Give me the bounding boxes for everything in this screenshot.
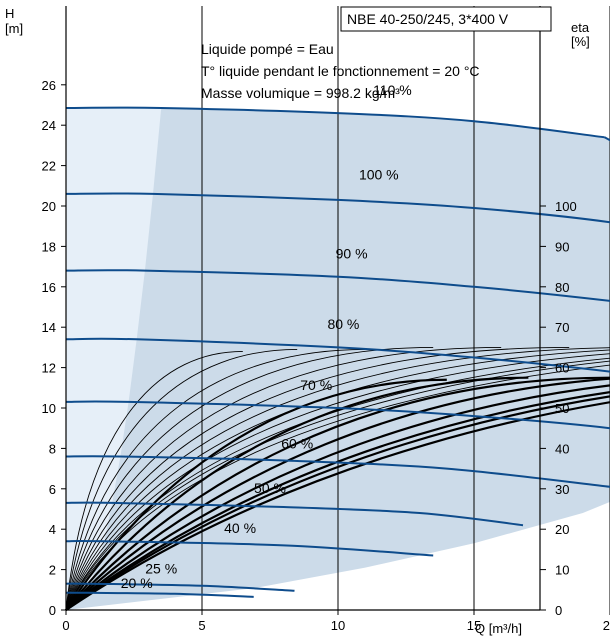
efficiency-curve — [65, 357, 610, 611]
efficiency-curve-bold — [65, 395, 610, 611]
speed-curve-label: 80 % — [327, 316, 359, 332]
y2-tick-label: 90 — [555, 239, 569, 254]
efficiency-curve-bold — [65, 378, 447, 611]
axes-group: 0246810121416182022242601020304050607080… — [42, 6, 610, 633]
y-tick-label: 12 — [42, 361, 56, 376]
y-tick-label: 8 — [49, 441, 56, 456]
annotation-density: Masse volumique = 998.2 kg/m³ — [201, 85, 400, 101]
speed-curve — [65, 400, 610, 430]
speed-curve — [65, 269, 610, 302]
efficiency-curve-bold — [65, 401, 610, 611]
y-axis-label: H — [5, 6, 14, 21]
speed-curve-label: 40 % — [224, 520, 256, 536]
y2-axis-unit: [%] — [571, 34, 590, 49]
y-tick-label: 26 — [42, 78, 56, 93]
y-axis-unit: [m] — [5, 21, 23, 36]
y-tick-label: 16 — [42, 280, 56, 295]
y-tick-label: 18 — [42, 239, 56, 254]
efficiency-curve-bold — [65, 376, 529, 611]
annotation-liquid: Liquide pompé = Eau — [201, 41, 334, 57]
efficiency-curve-bold — [65, 384, 610, 611]
y2-axis-label: eta — [571, 20, 590, 35]
efficiency-curve — [65, 348, 298, 611]
y-tick-label: 2 — [49, 563, 56, 578]
y2-tick-label: 40 — [555, 441, 569, 456]
efficiency-curve — [65, 364, 610, 611]
y2-tick-label: 70 — [555, 320, 569, 335]
speed-curve — [65, 539, 434, 557]
speed-curve — [65, 582, 295, 592]
efficiency-curve-bold — [65, 391, 610, 611]
y2-tick-label: 100 — [555, 199, 577, 214]
y-tick-label: 22 — [42, 159, 56, 174]
operating-area-low-flow — [66, 108, 162, 610]
efficiency-curve — [65, 346, 434, 611]
efficiency-curve-bold — [65, 377, 610, 611]
speed-curve-label: 20 % — [121, 575, 153, 591]
efficiency-curve — [65, 348, 366, 611]
speed-curve-label: 100 % — [359, 167, 399, 183]
speed-curves — [65, 106, 610, 598]
y-tick-label: 10 — [42, 401, 56, 416]
x-tick-label: 5 — [198, 618, 205, 633]
speed-curve — [65, 591, 254, 598]
y2-tick-label: 10 — [555, 563, 569, 578]
y-tick-label: 0 — [49, 603, 56, 618]
efficiency-curve-bold — [65, 376, 610, 611]
x-axis-label: Q [m³/h] — [475, 621, 522, 636]
speed-curve-label: 60 % — [281, 435, 313, 451]
y-tick-label: 20 — [42, 199, 56, 214]
speed-curve-label: 70 % — [300, 377, 332, 393]
speed-curve-labels: 110 % 100 % 90 % 80 % 70 % 60 % 50 % 40 % 25 %20… — [121, 82, 412, 591]
speed-curve — [65, 106, 605, 139]
y-tick-label: 14 — [42, 320, 56, 335]
chart-title-box — [340, 6, 552, 32]
y-tick-label: 6 — [49, 482, 56, 497]
y2-tick-label: 80 — [555, 280, 569, 295]
y-tick-label: 4 — [49, 522, 56, 537]
annotation-temperature: T° liquide pendant le fonctionnement = 2… — [201, 63, 480, 79]
efficiency-curve — [65, 353, 610, 611]
y2-tick-label: 60 — [555, 361, 569, 376]
speed-curve — [65, 192, 610, 224]
y2-tick-label: 20 — [555, 522, 569, 537]
speed-curve-label: 90 % — [336, 246, 368, 262]
speed-curve-label: 110 % — [373, 82, 412, 98]
speed-curve — [65, 337, 610, 373]
y-tick-label: 24 — [42, 118, 56, 133]
speed-curve — [65, 501, 524, 527]
chart-title: NBE 40-250/245, 3*400 V — [347, 11, 509, 27]
speed-curve-label: 25 % — [145, 561, 177, 577]
x-tick-label: 15 — [467, 618, 481, 633]
speed-curve — [65, 455, 610, 488]
y2-tick-label: 0 — [555, 603, 562, 618]
efficiency-curve — [65, 360, 610, 611]
efficiency-curve — [65, 350, 243, 611]
x-tick-label: 0 — [62, 618, 69, 633]
x-tick-label: 20 — [603, 618, 610, 633]
y2-tick-label: 30 — [555, 482, 569, 497]
x-tick-label: 10 — [331, 618, 345, 633]
speed-curve-label: 50 % — [254, 480, 286, 496]
y2-tick-label: 50 — [555, 401, 569, 416]
